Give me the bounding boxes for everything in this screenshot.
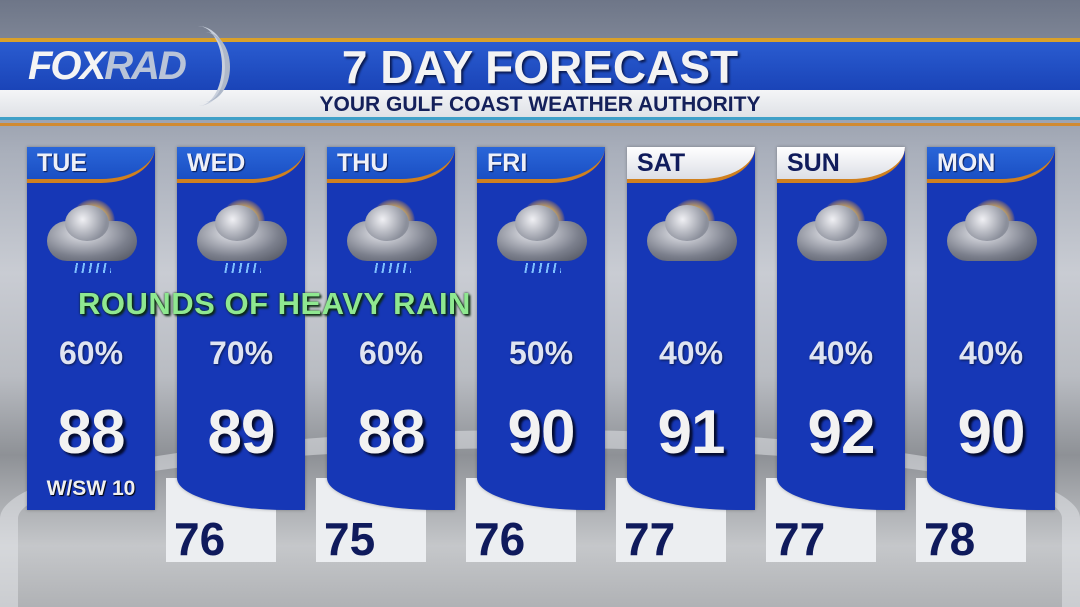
cloud-icon xyxy=(947,205,1037,261)
day-label: SUN xyxy=(787,149,840,177)
day-column-fri: FRI 50% 90 xyxy=(477,147,605,510)
rain-icon xyxy=(221,263,261,273)
logo-fox: FOX xyxy=(28,44,106,88)
day-label: WED xyxy=(187,149,246,177)
cloud-icon xyxy=(47,205,137,261)
sun-cloudy-icon xyxy=(941,195,1041,275)
cloud-icon xyxy=(647,205,737,261)
low-temp: 75 xyxy=(324,513,376,565)
precip-chance: 40% xyxy=(958,335,1024,371)
precip-chance: 40% xyxy=(808,335,874,371)
sun-cloudy-icon xyxy=(641,195,741,275)
precip-chance: 50% xyxy=(508,335,574,371)
day-header: SUN xyxy=(777,147,905,183)
cloud-icon xyxy=(797,205,887,261)
high-temp: 88 xyxy=(357,398,426,467)
high-temp: 90 xyxy=(507,398,576,467)
cloud-icon xyxy=(197,205,287,261)
day-column-sat: SAT 40% 91 xyxy=(627,147,755,510)
high-temp: 89 xyxy=(207,398,276,467)
precip-chance: 40% xyxy=(658,335,724,371)
high-temp: 91 xyxy=(657,398,726,467)
forecast-note: ROUNDS OF HEAVY RAIN xyxy=(78,286,471,321)
day-label: MON xyxy=(937,149,996,177)
low-temp: 78 xyxy=(924,513,976,565)
low-temp: 76 xyxy=(174,513,226,565)
header-banner: FOXRAD 7 DAY FORECAST YOUR GULF COAST WE… xyxy=(0,26,1080,128)
banner-line xyxy=(0,123,1080,126)
high-temp: 88 xyxy=(57,398,126,467)
sun-cloudy-icon xyxy=(791,195,891,275)
day-label: TUE xyxy=(37,149,87,177)
precip-chance: 60% xyxy=(58,335,124,371)
cloud-icon xyxy=(497,205,587,261)
high-temp: 90 xyxy=(957,398,1026,467)
sun-thunderstorm-icon xyxy=(191,195,291,275)
day-column-thu: THU 60% 88 xyxy=(327,147,455,510)
wind: W/SW 10 xyxy=(46,477,136,500)
low-temp: 77 xyxy=(774,513,826,565)
day-header: SAT xyxy=(627,147,755,183)
cloud-icon xyxy=(347,205,437,261)
day-column-tue: TUE 60% 88 W/SW 10 xyxy=(27,147,155,510)
day-column-mon: MON 40% 90 xyxy=(927,147,1055,510)
day-header: MON xyxy=(927,147,1055,183)
rain-icon xyxy=(371,263,411,273)
rain-icon xyxy=(521,263,561,273)
day-header: FRI xyxy=(477,147,605,183)
day-label: SAT xyxy=(637,149,686,177)
day-column-sun: SUN 40% 92 xyxy=(777,147,905,510)
high-temp: 92 xyxy=(807,398,876,467)
day-label: THU xyxy=(337,149,389,177)
sun-thunderstorm-icon xyxy=(491,195,591,275)
page-title: 7 DAY FORECAST xyxy=(341,41,739,93)
day-header: THU xyxy=(327,147,455,183)
day-column-wed: WED 70% 89 xyxy=(177,147,305,510)
radar-waves-icon xyxy=(180,32,230,102)
precip-chance: 60% xyxy=(358,335,424,371)
page-subtitle: YOUR GULF COAST WEATHER AUTHORITY xyxy=(319,93,761,116)
day-header: WED xyxy=(177,147,305,183)
low-temp: 77 xyxy=(624,513,676,565)
rain-icon xyxy=(71,263,111,273)
precip-chance: 70% xyxy=(208,335,274,371)
sun-thunderstorm-icon xyxy=(41,195,141,275)
day-header: TUE xyxy=(27,147,155,183)
sun-thunderstorm-icon xyxy=(341,195,441,275)
low-temp: 76 xyxy=(474,513,526,565)
day-label: FRI xyxy=(487,149,528,177)
